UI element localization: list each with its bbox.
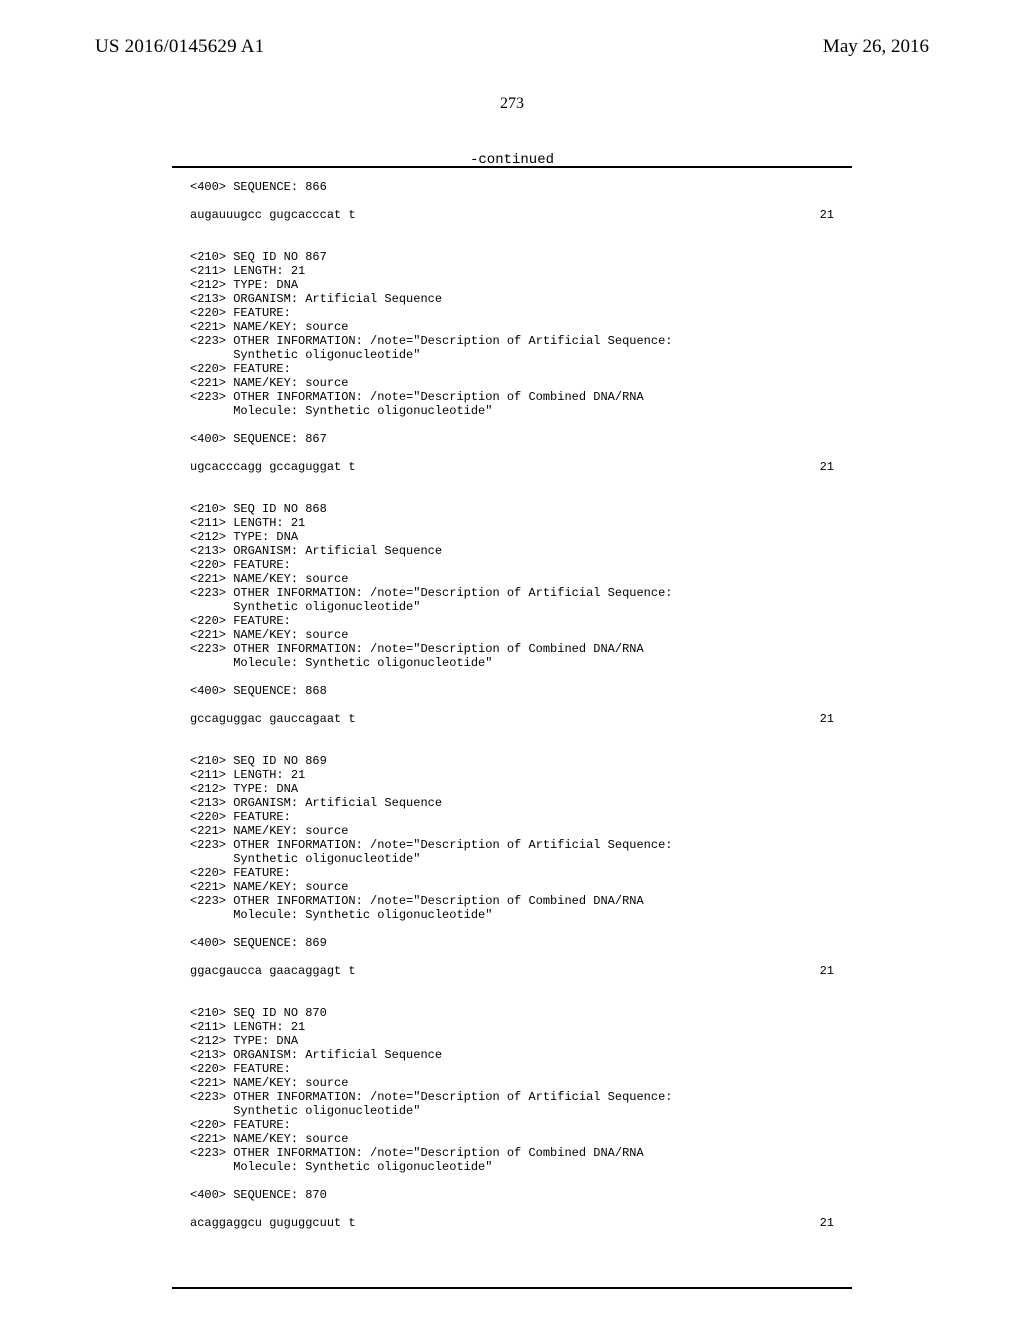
sequence-metadata-line: <213> ORGANISM: Artificial Sequence bbox=[190, 544, 834, 558]
rule-top bbox=[172, 166, 852, 168]
sequence-text: augauuugcc gugcacccat t bbox=[190, 208, 356, 222]
sequence-metadata-line: <220> FEATURE: bbox=[190, 810, 834, 824]
sequence-metadata-line: <210> SEQ ID NO 867 bbox=[190, 250, 834, 264]
sequence-metadata-line: <400> SEQUENCE: 866 bbox=[190, 180, 834, 194]
sequence-metadata-line: Synthetic oligonucleotide" bbox=[190, 1104, 834, 1118]
sequence-metadata-line: <212> TYPE: DNA bbox=[190, 782, 834, 796]
blank-line bbox=[190, 726, 834, 754]
blank-line bbox=[190, 446, 834, 460]
sequence-metadata-line: <223> OTHER INFORMATION: /note="Descript… bbox=[190, 390, 834, 404]
rule-bottom bbox=[172, 1287, 852, 1289]
sequence-metadata-line: Molecule: Synthetic oligonucleotide" bbox=[190, 908, 834, 922]
sequence-metadata-line: <221> NAME/KEY: source bbox=[190, 1132, 834, 1146]
sequence-metadata-line: <400> SEQUENCE: 867 bbox=[190, 432, 834, 446]
sequence-text: ggacgaucca gaacaggagt t bbox=[190, 964, 356, 978]
sequence-metadata-line: <400> SEQUENCE: 868 bbox=[190, 684, 834, 698]
sequence-text: ugcacccagg gccaguggat t bbox=[190, 460, 356, 474]
sequence-metadata-line: Molecule: Synthetic oligonucleotide" bbox=[190, 656, 834, 670]
publication-date: May 26, 2016 bbox=[823, 36, 929, 58]
sequence-metadata-line: <400> SEQUENCE: 869 bbox=[190, 936, 834, 950]
blank-line bbox=[190, 670, 834, 684]
sequence-metadata-line: <213> ORGANISM: Artificial Sequence bbox=[190, 796, 834, 810]
sequence-metadata-line: <210> SEQ ID NO 869 bbox=[190, 754, 834, 768]
blank-line bbox=[190, 474, 834, 502]
sequence-metadata-line: <400> SEQUENCE: 870 bbox=[190, 1188, 834, 1202]
sequence-length: 21 bbox=[820, 460, 834, 474]
sequence-metadata-line: <220> FEATURE: bbox=[190, 614, 834, 628]
sequence-metadata-line: Synthetic oligonucleotide" bbox=[190, 348, 834, 362]
sequence-metadata-line: <223> OTHER INFORMATION: /note="Descript… bbox=[190, 642, 834, 656]
sequence-listing: <400> SEQUENCE: 866 augauuugcc gugcacccat… bbox=[190, 180, 834, 1230]
sequence-data-line: ugcacccagg gccaguggat t 21 bbox=[190, 460, 834, 474]
sequence-metadata-line: <220> FEATURE: bbox=[190, 1062, 834, 1076]
sequence-metadata-line: <211> LENGTH: 21 bbox=[190, 516, 834, 530]
sequence-data-line: acaggaggcu guguggcuut t 21 bbox=[190, 1216, 834, 1230]
sequence-metadata-line: <211> LENGTH: 21 bbox=[190, 768, 834, 782]
sequence-data-line: augauuugcc gugcacccat t 21 bbox=[190, 208, 834, 222]
blank-line bbox=[190, 698, 834, 712]
sequence-metadata-line: <221> NAME/KEY: source bbox=[190, 824, 834, 838]
blank-line bbox=[190, 1174, 834, 1188]
sequence-metadata-line: <223> OTHER INFORMATION: /note="Descript… bbox=[190, 894, 834, 908]
sequence-metadata-line: <221> NAME/KEY: source bbox=[190, 1076, 834, 1090]
sequence-metadata-line: <220> FEATURE: bbox=[190, 866, 834, 880]
sequence-metadata-line: <223> OTHER INFORMATION: /note="Descript… bbox=[190, 334, 834, 348]
sequence-length: 21 bbox=[820, 964, 834, 978]
sequence-length: 21 bbox=[820, 1216, 834, 1230]
publication-number: US 2016/0145629 A1 bbox=[95, 36, 264, 58]
sequence-length: 21 bbox=[820, 712, 834, 726]
sequence-metadata-line: <210> SEQ ID NO 868 bbox=[190, 502, 834, 516]
sequence-metadata-line: <210> SEQ ID NO 870 bbox=[190, 1006, 834, 1020]
sequence-data-line: ggacgaucca gaacaggagt t 21 bbox=[190, 964, 834, 978]
sequence-metadata-line: <223> OTHER INFORMATION: /note="Descript… bbox=[190, 1146, 834, 1160]
patent-page: US 2016/0145629 A1 May 26, 2016 273 -con… bbox=[0, 0, 1024, 1320]
sequence-metadata-line: <212> TYPE: DNA bbox=[190, 278, 834, 292]
blank-line bbox=[190, 950, 834, 964]
sequence-metadata-line: <212> TYPE: DNA bbox=[190, 1034, 834, 1048]
sequence-metadata-line: <221> NAME/KEY: source bbox=[190, 376, 834, 390]
sequence-metadata-line: <221> NAME/KEY: source bbox=[190, 320, 834, 334]
sequence-metadata-line: Molecule: Synthetic oligonucleotide" bbox=[190, 404, 834, 418]
sequence-metadata-line: <211> LENGTH: 21 bbox=[190, 264, 834, 278]
sequence-metadata-line: <223> OTHER INFORMATION: /note="Descript… bbox=[190, 1090, 834, 1104]
blank-line bbox=[190, 922, 834, 936]
sequence-metadata-line: <221> NAME/KEY: source bbox=[190, 572, 834, 586]
blank-line bbox=[190, 222, 834, 250]
sequence-metadata-line: <221> NAME/KEY: source bbox=[190, 880, 834, 894]
sequence-metadata-line: <220> FEATURE: bbox=[190, 558, 834, 572]
sequence-length: 21 bbox=[820, 208, 834, 222]
sequence-metadata-line: <223> OTHER INFORMATION: /note="Descript… bbox=[190, 838, 834, 852]
sequence-metadata-line: Synthetic oligonucleotide" bbox=[190, 852, 834, 866]
blank-line bbox=[190, 418, 834, 432]
sequence-metadata-line: <211> LENGTH: 21 bbox=[190, 1020, 834, 1034]
sequence-metadata-line: <213> ORGANISM: Artificial Sequence bbox=[190, 1048, 834, 1062]
sequence-data-line: gccaguggac gauccagaat t 21 bbox=[190, 712, 834, 726]
sequence-metadata-line: <220> FEATURE: bbox=[190, 1118, 834, 1132]
sequence-metadata-line: <221> NAME/KEY: source bbox=[190, 628, 834, 642]
blank-line bbox=[190, 194, 834, 208]
sequence-metadata-line: <220> FEATURE: bbox=[190, 306, 834, 320]
sequence-metadata-line: <213> ORGANISM: Artificial Sequence bbox=[190, 292, 834, 306]
blank-line bbox=[190, 1202, 834, 1216]
sequence-metadata-line: Molecule: Synthetic oligonucleotide" bbox=[190, 1160, 834, 1174]
sequence-text: acaggaggcu guguggcuut t bbox=[190, 1216, 356, 1230]
page-number: 273 bbox=[0, 95, 1024, 113]
blank-line bbox=[190, 978, 834, 1006]
sequence-text: gccaguggac gauccagaat t bbox=[190, 712, 356, 726]
sequence-metadata-line: <212> TYPE: DNA bbox=[190, 530, 834, 544]
sequence-metadata-line: Synthetic oligonucleotide" bbox=[190, 600, 834, 614]
sequence-metadata-line: <223> OTHER INFORMATION: /note="Descript… bbox=[190, 586, 834, 600]
sequence-metadata-line: <220> FEATURE: bbox=[190, 362, 834, 376]
